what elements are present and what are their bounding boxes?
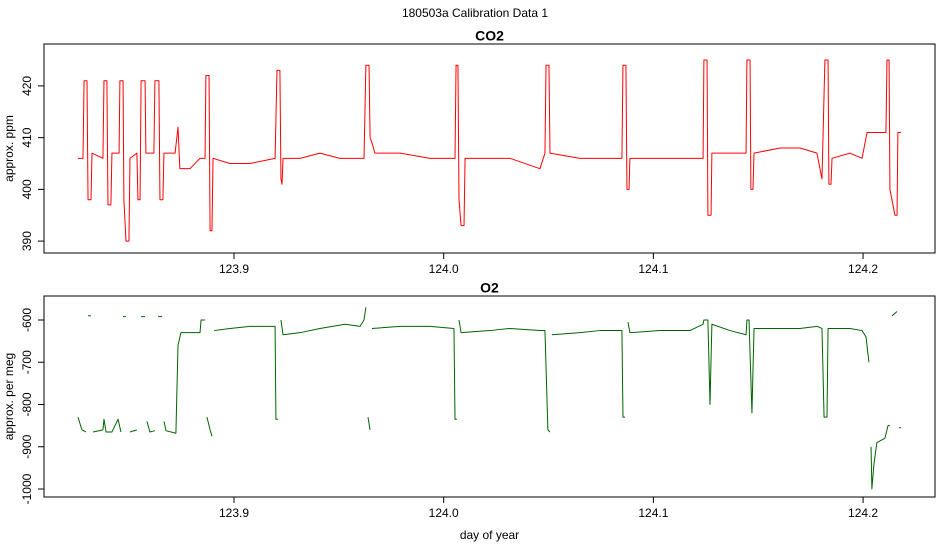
plot-frame	[43, 43, 936, 254]
chart-title: 180503a Calibration Data 1	[402, 6, 548, 20]
y-axis-label: approx. ppm	[2, 115, 16, 182]
y-tick-label: 400	[20, 179, 34, 199]
y-tick-label: -1000	[20, 473, 34, 504]
x-tick-label: 124.2	[848, 262, 878, 276]
x-axis-label: day of year	[460, 528, 519, 542]
y-tick-label: -800	[20, 392, 34, 416]
x-tick-label: 124.2	[848, 506, 878, 520]
y-tick-label: -900	[20, 434, 34, 458]
y-axis-label: approx. per meg	[2, 353, 16, 440]
x-tick-label: 124.0	[429, 262, 459, 276]
x-tick-label: 124.1	[638, 506, 668, 520]
y-tick-label: -600	[20, 308, 34, 332]
y-tick-label: 390	[20, 231, 34, 251]
y-tick-label: 420	[20, 76, 34, 96]
data-line	[77, 307, 902, 490]
x-tick-label: 123.9	[219, 506, 249, 520]
panel-title: O2	[480, 280, 499, 296]
x-tick-label: 123.9	[219, 262, 249, 276]
panel-title: CO2	[475, 28, 504, 44]
x-tick-label: 124.0	[429, 506, 459, 520]
y-tick-label: -700	[20, 350, 34, 374]
y-tick-label: 410	[20, 127, 34, 147]
data-line	[77, 59, 902, 242]
plot-frame	[43, 295, 936, 498]
x-tick-label: 124.1	[638, 262, 668, 276]
